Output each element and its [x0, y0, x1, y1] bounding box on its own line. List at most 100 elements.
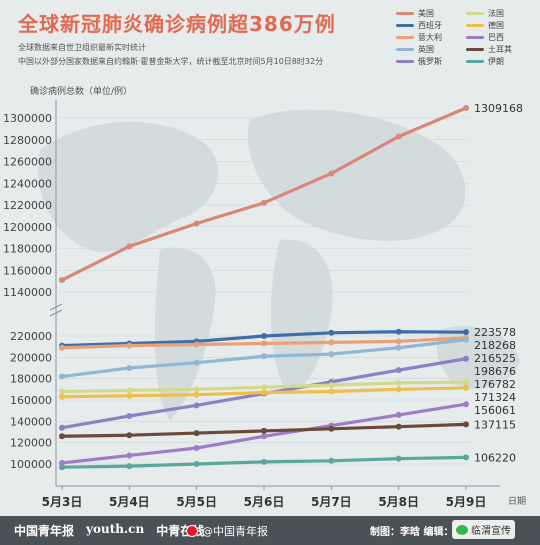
data-point — [463, 105, 469, 112]
legend-label: 英国 — [418, 44, 434, 54]
data-point — [193, 386, 200, 393]
y-tick-label: 1240000 — [3, 177, 52, 190]
data-point — [126, 365, 133, 371]
end-value-label: 218268 — [474, 339, 516, 352]
end-value-label: 156061 — [474, 404, 516, 417]
legend-label: 美国 — [418, 8, 434, 18]
data-point — [193, 220, 200, 227]
footer-logos: 中国青年报 youth.cn 中青在线 — [14, 522, 204, 539]
data-point — [261, 199, 267, 206]
weibo-handle: @中国青年报 — [186, 523, 268, 539]
data-point — [261, 384, 267, 391]
data-point — [261, 333, 267, 339]
y-tick-label: 160000 — [10, 394, 52, 407]
y-tick-label: 1140000 — [3, 286, 52, 299]
data-point — [463, 401, 469, 408]
data-point — [328, 425, 335, 432]
weibo-handle-text: @中国青年报 — [202, 525, 268, 538]
data-point — [193, 430, 200, 437]
legend-label: 意大利 — [418, 32, 442, 42]
line-chart: 1300000 1280000 1260000 1240000 1220000 12000… — [3, 100, 526, 509]
data-point — [193, 359, 200, 366]
data-point — [395, 344, 402, 351]
data-point — [261, 353, 267, 360]
data-point — [463, 336, 469, 343]
legend-item: 英国 — [396, 44, 466, 54]
x-tick-label: 5月3日 — [42, 495, 83, 509]
data-point — [395, 423, 402, 430]
wechat-watermark-text: 临渭宣传 — [471, 526, 511, 537]
data-point — [261, 458, 267, 465]
data-point — [395, 411, 402, 418]
data-point — [328, 457, 335, 464]
y-tick-label: 140000 — [10, 415, 52, 428]
legend-item: 意大利 — [396, 32, 466, 42]
data-point — [395, 367, 402, 374]
data-point — [59, 433, 65, 440]
x-tick-label: 5月4日 — [109, 495, 150, 509]
data-point — [59, 344, 65, 351]
data-point — [261, 427, 267, 434]
legend-label: 巴西 — [488, 32, 504, 42]
data-point — [193, 461, 200, 467]
data-point — [463, 454, 469, 461]
chart-title: 全球新冠肺炎确诊病例超386万例 — [18, 12, 336, 36]
end-value-label: 171324 — [474, 391, 516, 404]
data-point — [126, 392, 133, 399]
y-tick-label: 1220000 — [3, 199, 52, 212]
data-point — [328, 382, 335, 389]
legend-label: 土耳其 — [488, 44, 512, 54]
data-point — [261, 433, 267, 440]
y-tick-label: 1180000 — [3, 243, 52, 256]
y-tick-label: 200000 — [10, 351, 52, 364]
y-tick-label: 100000 — [10, 458, 52, 471]
weibo-icon — [186, 525, 198, 537]
y-tick-label: 1200000 — [3, 221, 52, 234]
y-tick-label: 1160000 — [3, 264, 52, 277]
data-point — [328, 329, 335, 336]
legend-swatch — [396, 11, 414, 15]
legend-item: 巴西 — [466, 32, 536, 42]
legend-item: 俄罗斯 — [396, 56, 466, 66]
legend-swatch — [396, 59, 414, 63]
wechat-watermark: 临渭宣传 — [452, 520, 515, 539]
logo-china-youth-daily: 中国青年报 — [14, 524, 75, 538]
data-point — [463, 384, 469, 391]
data-point — [261, 340, 267, 347]
data-point — [59, 393, 65, 400]
data-point — [59, 459, 65, 466]
legend-label: 俄罗斯 — [418, 56, 442, 66]
legend-item: 德国 — [466, 20, 536, 30]
data-point — [126, 342, 133, 349]
end-value-label: 1309168 — [474, 102, 523, 115]
y-tick-label: 220000 — [10, 330, 52, 343]
data-point — [395, 133, 402, 140]
data-point — [261, 389, 267, 396]
data-point — [328, 170, 335, 177]
source-note-jhu: 中国以外部分国家数据来自约翰斯·霍普金斯大学，统计截至北京时间5月10日8时32… — [18, 57, 324, 66]
legend-swatch — [466, 47, 484, 51]
y-tick-label: 1300000 — [3, 112, 52, 125]
legend-swatch — [396, 35, 414, 39]
end-value-label: 176782 — [474, 378, 516, 391]
data-point — [126, 432, 133, 439]
data-point — [463, 355, 469, 362]
legend-item: 西班牙 — [396, 20, 466, 30]
end-value-label: 223578 — [474, 326, 516, 339]
wechat-icon — [456, 524, 468, 535]
series-line — [60, 106, 468, 282]
legend-swatch — [466, 59, 484, 63]
end-value-label: 137115 — [474, 418, 516, 431]
data-point — [193, 402, 200, 409]
legend-item: 法国 — [466, 8, 536, 18]
y-tick-label: 120000 — [10, 437, 52, 450]
data-point — [395, 455, 402, 462]
data-point — [193, 341, 200, 348]
legend-item: 伊朗 — [466, 56, 536, 66]
legend-label: 伊朗 — [488, 56, 504, 66]
data-point — [463, 421, 469, 428]
end-value-label: 106220 — [474, 451, 516, 464]
data-point — [126, 387, 133, 394]
data-point — [126, 452, 133, 459]
